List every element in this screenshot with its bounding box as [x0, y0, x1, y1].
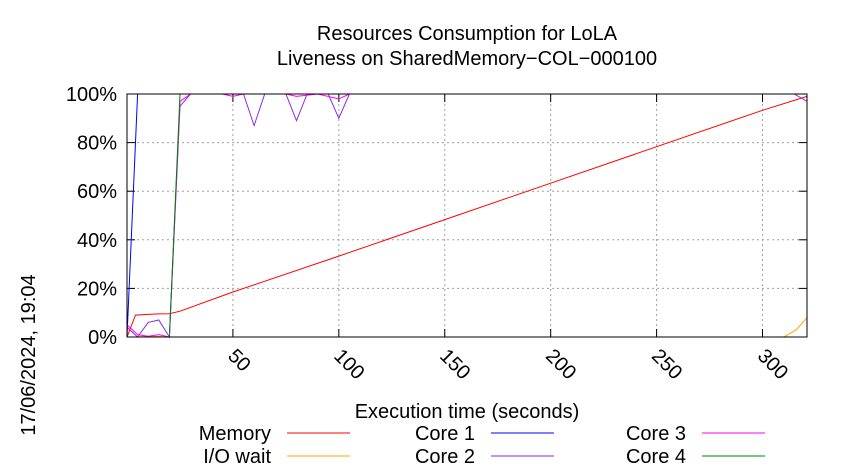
grid-lines	[127, 94, 807, 337]
chart-title-line-2: Liveness on SharedMemory−COL−000100	[277, 48, 657, 70]
axis-ticks: 0% 20% 40% 60% 80% 100% 50 100 150 200 250 300	[66, 84, 807, 384]
y-tick-label: 0%	[88, 327, 117, 349]
legend-label-core-2: Core 2	[415, 446, 475, 468]
x-tick-label: 300	[753, 345, 792, 384]
x-axis-label: Execution time (seconds)	[355, 401, 580, 423]
x-tick-label: 250	[647, 345, 686, 384]
plot-frame	[126, 93, 808, 338]
series-lines	[126, 93, 808, 339]
legend-label-memory: Memory	[199, 423, 271, 445]
series-line-i-o-wait	[127, 317, 808, 338]
timestamp-label: 17/06/2024, 19:04	[18, 274, 40, 435]
legend-label-core-3: Core 3	[626, 423, 686, 445]
y-tick-label: 80%	[77, 133, 117, 155]
y-tick-label: 100%	[66, 84, 117, 106]
x-tick-label: 100	[329, 345, 368, 384]
x-tick-label: 200	[541, 345, 580, 384]
legend-label-i-o-wait: I/O wait	[203, 446, 271, 468]
y-tick-label: 60%	[77, 181, 117, 203]
legend-label-core-1: Core 1	[415, 423, 475, 445]
x-tick-label: 150	[435, 345, 474, 384]
x-tick-label: 50	[223, 345, 254, 376]
y-tick-label: 40%	[77, 230, 117, 252]
chart-title-line-1: Resources Consumption for LoLA	[317, 23, 618, 45]
y-tick-label: 20%	[77, 278, 117, 300]
legend-label-core-4: Core 4	[626, 446, 686, 468]
series-line-memory	[126, 95, 808, 338]
